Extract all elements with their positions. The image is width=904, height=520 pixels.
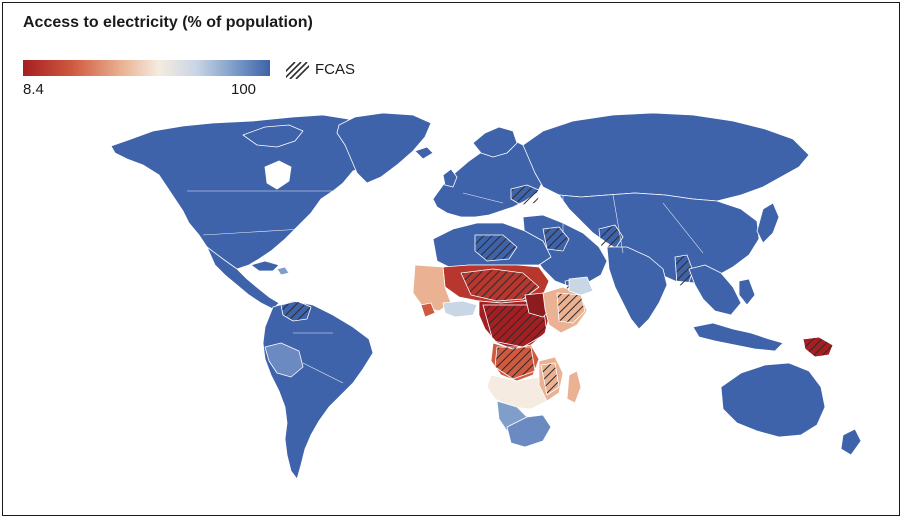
ethiopia-north xyxy=(568,276,594,296)
peru-bolivia xyxy=(264,342,304,378)
japan xyxy=(756,202,780,244)
color-scale-bar xyxy=(23,60,270,76)
new-zealand xyxy=(840,428,862,456)
angola-zambia xyxy=(486,374,552,410)
uk-ireland xyxy=(442,168,458,188)
scandinavia xyxy=(472,126,518,158)
afghanistan xyxy=(598,224,624,250)
greenland xyxy=(336,112,432,184)
drc-hatch xyxy=(494,346,536,380)
legend-title: Access to electricity (% of population) xyxy=(23,14,313,31)
myanmar xyxy=(674,254,694,288)
south-america xyxy=(262,300,374,480)
mozambique-hatch xyxy=(540,362,560,396)
libya-hatch xyxy=(474,234,518,262)
syria-iraq xyxy=(542,226,570,252)
sahel-hatch xyxy=(460,268,540,302)
west-africa-coast xyxy=(442,300,478,318)
canada-hudson xyxy=(264,160,292,190)
scale-min-label: 8.4 xyxy=(23,81,44,98)
philippines xyxy=(738,278,756,306)
south-africa xyxy=(506,414,552,448)
australia xyxy=(720,362,826,438)
india xyxy=(606,246,668,330)
russia xyxy=(522,112,810,202)
iceland xyxy=(414,146,434,160)
world-map xyxy=(110,112,862,480)
caribbean xyxy=(250,260,280,272)
canada-islands xyxy=(242,124,304,148)
fcas-hatch-icon xyxy=(286,62,309,79)
scale-max-label: 100 xyxy=(231,81,257,98)
venezuela xyxy=(280,300,312,322)
north-america xyxy=(110,114,384,270)
east-africa-hatch xyxy=(556,292,586,324)
indonesia-west xyxy=(692,322,784,352)
west-africa-small xyxy=(420,302,436,318)
ukraine xyxy=(510,184,542,206)
haiti xyxy=(276,266,290,276)
fcas-legend-label: FCAS xyxy=(315,61,356,78)
madagascar xyxy=(566,370,582,404)
png-hatch xyxy=(802,336,834,358)
southeast-asia xyxy=(688,264,742,316)
